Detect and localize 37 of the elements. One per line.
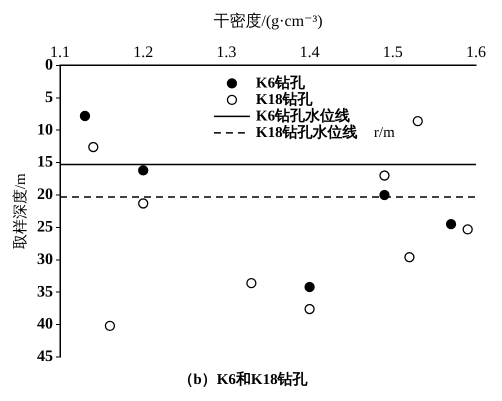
x-tick-label: 1.5 xyxy=(382,44,403,62)
y-tick-label: 45 xyxy=(37,348,53,366)
point xyxy=(138,198,148,209)
legend-label: K6钻孔水位线 xyxy=(256,107,350,124)
x-tick-label: 1.4 xyxy=(300,44,320,62)
point xyxy=(304,304,315,314)
point xyxy=(446,219,456,230)
point xyxy=(379,190,390,200)
point xyxy=(138,165,148,176)
annotation: r/m xyxy=(374,124,396,141)
y-axis-title: 取样深度/m xyxy=(12,172,29,250)
point xyxy=(104,320,116,332)
y-tick-label: 35 xyxy=(37,283,53,300)
legend-label: K18钻孔水位线 xyxy=(256,124,358,141)
point xyxy=(462,224,473,234)
x-tick-label: 1.3 xyxy=(216,44,236,62)
point xyxy=(246,278,257,288)
y-tick-label: 25 xyxy=(37,218,53,236)
point xyxy=(379,170,390,181)
x-tick-label: 1.6 xyxy=(466,44,486,62)
y-tick-label: 10 xyxy=(37,121,53,138)
y-tick-label: 40 xyxy=(37,316,53,333)
text: （b）K6和K18钻孔 xyxy=(178,370,309,388)
x-axis-title: 干密度/(g·cm⁻³) xyxy=(213,12,323,30)
legend-label: K18钻孔 xyxy=(256,90,314,108)
y-tick-label: 0 xyxy=(45,56,53,74)
point xyxy=(304,282,315,292)
y-tick-label: 30 xyxy=(37,250,53,268)
x-tick-label: 1.2 xyxy=(133,44,154,62)
y-tick-label: 5 xyxy=(45,88,53,106)
legend-label: K6钻孔 xyxy=(256,74,306,92)
y-tick-label: 15 xyxy=(37,154,53,171)
point xyxy=(404,252,415,262)
point xyxy=(80,110,90,122)
point xyxy=(412,116,423,126)
y-tick-label: 20 xyxy=(37,186,53,204)
point xyxy=(88,142,98,152)
